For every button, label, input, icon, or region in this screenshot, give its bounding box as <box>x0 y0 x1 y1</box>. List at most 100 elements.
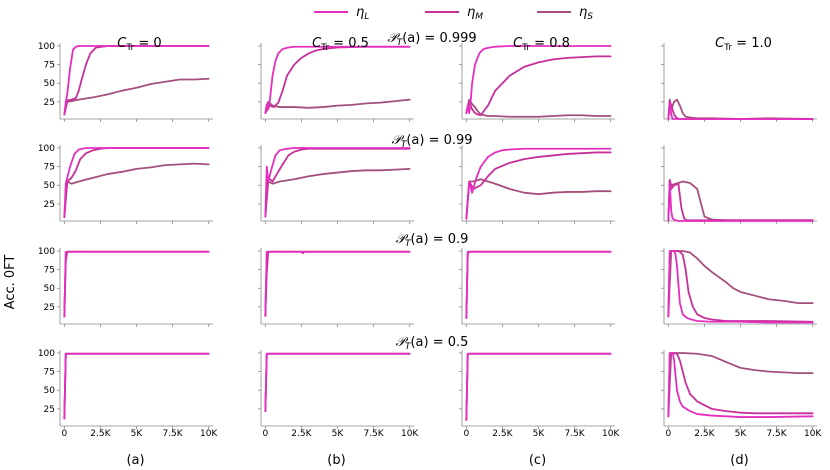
row-title: 𝒫T(a) = 0.9 <box>396 232 469 249</box>
series-line-eta-m <box>264 147 411 218</box>
x-tick-label: 2.5K <box>291 429 312 439</box>
series-line-eta-s <box>264 352 411 413</box>
series-line-eta-l <box>465 45 612 114</box>
series-line-eta-s <box>63 77 210 116</box>
x-tick-label: 5K <box>131 429 144 439</box>
legend-item: ηM <box>425 5 483 22</box>
series-line-eta-l <box>667 100 814 120</box>
series-line-eta-s <box>465 352 612 421</box>
series-line-eta-m <box>465 250 612 319</box>
y-tick-label: 25 <box>44 303 55 313</box>
y-tick-label: 50 <box>44 284 56 294</box>
series-line-eta-l <box>667 180 814 222</box>
panel-r1-c1: 25 50 75 100 <box>38 42 213 122</box>
series-line-eta-m <box>63 352 210 420</box>
series-line-eta-m <box>465 352 612 421</box>
series-line-eta-s <box>63 250 210 318</box>
y-tick-label: 100 <box>38 349 55 359</box>
series-line-eta-m <box>667 179 814 222</box>
legend: ηL ηM ηS <box>314 5 593 22</box>
series-line-eta-l <box>465 147 612 220</box>
panel-r3-c2 <box>258 248 414 327</box>
x-tick-label: 10K <box>401 429 419 439</box>
legend-label: ηM <box>467 5 483 22</box>
x-tick-label: 5K <box>332 429 345 439</box>
panel-r2-c3 <box>459 145 615 224</box>
y-tick-label: 75 <box>44 61 55 71</box>
series-line-eta-s <box>667 250 814 318</box>
panel-letters: (a) (b) (c) (d) <box>126 453 748 468</box>
legend-item: ηS <box>537 5 593 22</box>
panel-r1-c4 <box>661 43 817 122</box>
row-title: 𝒫T(a) = 0.999 <box>387 31 476 48</box>
legend-label: ηL <box>356 5 369 22</box>
panel-r1-c2 <box>258 43 414 122</box>
series-line-eta-m <box>63 250 210 318</box>
y-tick-label: 25 <box>44 405 55 415</box>
x-tick-label: 10K <box>804 429 822 439</box>
series-line-eta-l <box>667 352 814 418</box>
series-line-eta-l <box>264 352 411 413</box>
series-line-eta-s <box>667 98 814 120</box>
panel-r4-c2: 0 2.5K 5K 7.5K 10K <box>258 350 419 439</box>
panel-r1-c3 <box>459 43 615 122</box>
x-tick-label: 7.5K <box>363 429 384 439</box>
y-tick-label: 100 <box>38 247 55 257</box>
panel-letter: (a) <box>126 453 144 468</box>
series-line-eta-s <box>465 250 612 319</box>
series-line-eta-m <box>667 100 814 120</box>
column-title: CTr = 0 <box>117 36 161 53</box>
y-axis-label: Acc. 0FT <box>3 255 18 310</box>
series-line-eta-l <box>63 45 210 116</box>
series-line-eta-l <box>264 147 411 218</box>
column-title: CTr = 0.8 <box>513 36 570 53</box>
panel-r3-c1: 25 50 75 100 <box>38 247 213 327</box>
x-tick-label: 7.5K <box>564 429 585 439</box>
legend-label: ηS <box>579 5 593 22</box>
x-tick-label: 2.5K <box>694 429 715 439</box>
series-line-eta-m <box>465 151 612 220</box>
x-tick-label: 2.5K <box>492 429 513 439</box>
row-title: 𝒫T(a) = 0.99 <box>391 133 472 150</box>
series-line-eta-s <box>667 179 814 222</box>
series-line-eta-m <box>264 250 411 317</box>
y-tick-label: 75 <box>44 368 55 378</box>
series-line-eta-s <box>667 352 814 418</box>
panel-r4-c3: 0 2.5K 5K 7.5K 10K <box>459 350 620 439</box>
series-line-eta-m <box>264 45 411 114</box>
series-line-eta-s <box>63 352 210 420</box>
y-tick-label: 100 <box>38 144 55 154</box>
column-title: CTr = 1.0 <box>715 36 772 53</box>
series-line-eta-s <box>465 98 612 118</box>
panel-r2-c4 <box>661 145 817 224</box>
series-line-eta-m <box>667 352 814 418</box>
y-tick-label: 25 <box>44 200 55 210</box>
panel-r2-c1: 25 50 75 100 <box>38 144 213 224</box>
x-tick-label: 10K <box>602 429 620 439</box>
panel-letter: (c) <box>529 453 546 468</box>
x-tick-label: 5K <box>533 429 546 439</box>
series-line-eta-m <box>465 55 612 117</box>
y-tick-label: 75 <box>44 163 55 173</box>
x-tick-label: 0 <box>463 429 469 439</box>
series-line-eta-l <box>465 250 612 319</box>
panel-r2-c2 <box>258 145 414 224</box>
y-tick-label: 100 <box>38 42 55 52</box>
series-line-eta-m <box>667 250 814 323</box>
x-tick-label: 2.5K <box>90 429 111 439</box>
series-line-eta-l <box>63 250 210 318</box>
x-tick-label: 0 <box>61 429 67 439</box>
series-line-eta-l <box>667 250 814 324</box>
row-titles: 𝒫T(a) = 0.999 𝒫T(a) = 0.99 𝒫T(a) = 0.9 𝒫T(a… <box>387 31 476 352</box>
legend-item: ηL <box>314 5 369 22</box>
series-line-eta-m <box>264 352 411 413</box>
y-tick-label: 50 <box>44 386 56 396</box>
series-line-eta-l <box>63 352 210 420</box>
panel-grid: 25 50 75 100 25 50 75 100 25 50 75 100 25 50 75 100 0 2.5… <box>38 42 823 439</box>
series-line-eta-l <box>63 147 210 219</box>
panel-r3-c3 <box>459 248 615 327</box>
x-tick-label: 7.5K <box>162 429 183 439</box>
y-tick-label: 50 <box>44 181 56 191</box>
series-line-eta-s <box>465 178 612 220</box>
